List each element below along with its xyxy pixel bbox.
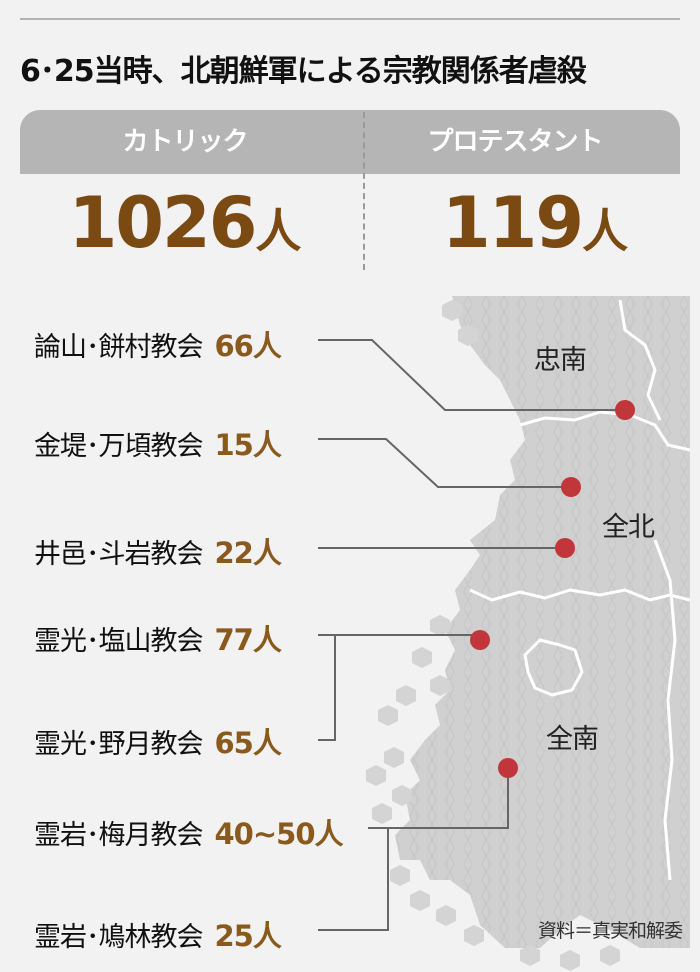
protestant-unit: 人 bbox=[582, 204, 629, 258]
catholic-value: 1026人 bbox=[20, 182, 350, 264]
region-label-jeonbuk: 全北 bbox=[602, 512, 655, 543]
protestant-label: プロテスタント bbox=[427, 127, 603, 157]
marker-yeonggwang bbox=[470, 630, 490, 650]
summary-values: 1026人 119人 bbox=[20, 174, 680, 270]
church-count: 65人 bbox=[214, 726, 282, 760]
church-row: 論山･餅村教会 66人 bbox=[34, 323, 282, 365]
church-row: 霊岩･梅月教会 40~50人 bbox=[34, 811, 344, 853]
site-markers bbox=[470, 400, 635, 778]
church-count: 40~50人 bbox=[214, 817, 344, 851]
region-label-chungnam: 忠南 bbox=[534, 345, 587, 376]
church-row: 霊光･塩山教会 77人 bbox=[34, 617, 282, 659]
marker-gimje bbox=[561, 477, 581, 497]
church-count: 77人 bbox=[214, 623, 282, 657]
church-name: 霊光･野月教会 bbox=[34, 729, 203, 760]
province-borders bbox=[469, 299, 691, 881]
catholic-number: 1026 bbox=[68, 182, 258, 264]
summary-panel: カトリック プロテスタント 1026人 119人 bbox=[20, 110, 680, 270]
church-name: 井邑･斗岩教会 bbox=[34, 539, 203, 570]
church-name: 霊光･塩山教会 bbox=[34, 626, 203, 657]
church-count: 66人 bbox=[214, 329, 282, 363]
church-name: 金堤･万頃教会 bbox=[34, 431, 203, 462]
marker-nonsan bbox=[615, 400, 635, 420]
protestant-value: 119人 bbox=[370, 182, 700, 264]
church-row: 霊岩･鳩林教会 25人 bbox=[34, 913, 282, 955]
summary-header: カトリック プロテスタント bbox=[20, 110, 680, 174]
marker-jeongeup bbox=[555, 538, 575, 558]
church-count: 15人 bbox=[214, 428, 282, 462]
church-name: 霊岩･梅月教会 bbox=[34, 820, 203, 851]
region-label-jeonnam: 全南 bbox=[546, 724, 599, 755]
marker-yeongam bbox=[498, 758, 518, 778]
church-row: 金堤･万頃教会 15人 bbox=[34, 422, 282, 464]
church-count: 22人 bbox=[214, 536, 282, 570]
leader-lines bbox=[318, 339, 625, 931]
map-islands bbox=[366, 300, 620, 971]
church-name: 論山･餅村教会 bbox=[34, 332, 203, 363]
page-title: 6･25当時、北朝鮮軍による宗教関係者虐殺 bbox=[20, 54, 587, 89]
catholic-label: カトリック bbox=[122, 127, 248, 157]
protestant-number: 119 bbox=[441, 182, 584, 264]
church-count: 25人 bbox=[214, 919, 282, 953]
source-note: 資料＝真実和解委 bbox=[537, 920, 683, 942]
church-row: 井邑･斗岩教会 22人 bbox=[34, 530, 282, 572]
summary-divider bbox=[363, 112, 365, 270]
church-row: 霊光･野月教会 65人 bbox=[34, 720, 282, 762]
church-name: 霊岩･鳩林教会 bbox=[34, 922, 203, 953]
top-rule bbox=[20, 18, 680, 20]
map-landmass bbox=[395, 296, 690, 948]
catholic-unit: 人 bbox=[255, 204, 302, 258]
